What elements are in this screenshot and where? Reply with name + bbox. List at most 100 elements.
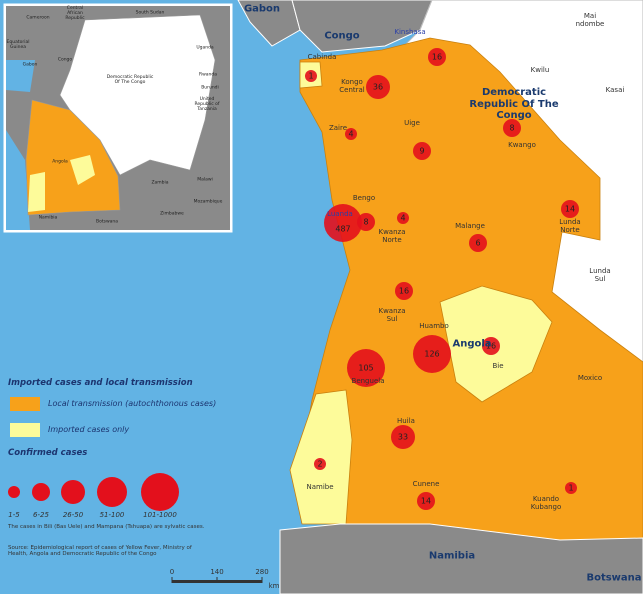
- place-label: Kwanza Sul: [378, 306, 406, 323]
- place-label: Kwilu: [530, 65, 550, 74]
- source: Source: Epidemiological report of cases …: [8, 545, 192, 557]
- place-label: Lunda Sul: [589, 266, 611, 283]
- inset-sea: [6, 130, 30, 230]
- scale-label: 0: [169, 567, 175, 576]
- case-bubble: [561, 200, 579, 218]
- case-bubble: [395, 282, 413, 300]
- inset-angola: [25, 99, 121, 216]
- place-label: Kasai: [605, 85, 625, 94]
- place-label: Cunene: [412, 479, 440, 488]
- place-label: Mai ndombe: [575, 11, 605, 28]
- inset-drc: [59, 14, 216, 176]
- place-label: Huambo: [419, 321, 449, 330]
- case-bubble: [345, 128, 357, 140]
- inset-imported: [70, 155, 95, 185]
- inset-sea: [6, 60, 35, 92]
- inset-label: Uganda: [196, 45, 214, 51]
- legend-bin-label: 51-100: [99, 510, 125, 519]
- inset-label: Burundi: [201, 85, 219, 91]
- legend-bin-label: 26-50: [62, 510, 84, 519]
- case-bubble: [324, 204, 362, 242]
- congo: [291, 0, 433, 53]
- case-count: 8: [509, 124, 514, 133]
- place-label: Malange: [455, 221, 485, 230]
- legend-bin-label: 6-25: [33, 510, 49, 519]
- case-bubble: [565, 482, 577, 494]
- place-label: Luanda: [327, 209, 353, 218]
- case-bubble: [413, 335, 451, 373]
- place-label: Huila: [397, 416, 415, 425]
- legend-bubble: [97, 477, 127, 507]
- inset-label: Central African Republic: [65, 6, 85, 22]
- inset-label: Malawi: [197, 177, 213, 183]
- legend-bin-label: 101-1000: [143, 510, 177, 519]
- place-label: Bie: [492, 361, 504, 370]
- scale-unit: km: [268, 581, 280, 590]
- inset-label: Rwanda: [198, 72, 218, 78]
- case-count: 6: [475, 239, 480, 248]
- case-bubble: [397, 212, 409, 224]
- legend-swatch: [10, 397, 40, 411]
- case-count: 4: [348, 130, 353, 139]
- inset-label: Democratic Republic Of The Congo: [106, 74, 154, 85]
- inset-label: Cameroon: [26, 15, 50, 21]
- case-bubble: [391, 425, 415, 449]
- case-bubble: [503, 119, 521, 137]
- place-label: Bengo: [352, 193, 376, 202]
- case-bubble: [469, 234, 487, 252]
- scale-label: 140: [210, 567, 224, 576]
- legend-bubble: [141, 473, 179, 511]
- inset-label: United Republic of Tanzania: [194, 97, 220, 113]
- case-count: 9: [419, 147, 424, 156]
- place-label: Kuando Kubango: [530, 494, 562, 511]
- case-count: 14: [421, 497, 431, 506]
- country-label: Namibia: [428, 550, 476, 562]
- inset-label: Angola: [52, 159, 68, 165]
- place-label: Lunda Norte: [559, 217, 581, 234]
- case-bubble: [366, 75, 390, 99]
- legend-bin-label: 1-5: [8, 510, 20, 519]
- case-bubble: [347, 349, 385, 387]
- inset-label: Zambia: [151, 180, 169, 186]
- case-count: 2: [317, 460, 322, 469]
- legend-swatch: [10, 423, 40, 437]
- case-count: 126: [424, 350, 439, 359]
- place-label: Kwanza Norte: [378, 227, 406, 244]
- inset-label: Mozambique: [193, 199, 223, 205]
- note: The cases in Bili (Bas Uele) and Mampana…: [8, 524, 205, 530]
- case-count: 1: [308, 72, 313, 81]
- inset-label: Gabon: [22, 62, 38, 68]
- country-label: Angola: [452, 338, 492, 350]
- legend-item: Imported cases only: [48, 425, 130, 434]
- country-label: Congo: [324, 30, 360, 42]
- case-count: 105: [358, 364, 373, 373]
- case-count: 487: [335, 225, 350, 234]
- inset-label: Equatorial Guinea: [6, 39, 30, 50]
- inset-label: Namibia: [38, 215, 58, 221]
- inset-label: Zimbabwe: [160, 211, 184, 217]
- scale-label: 280: [255, 567, 269, 576]
- case-bubble: [413, 142, 431, 160]
- case-bubble: [417, 492, 435, 510]
- country-label: Gabon: [243, 3, 281, 15]
- namibia: [279, 523, 643, 594]
- place-label: Cabinda: [307, 52, 337, 61]
- case-count: 4: [400, 214, 405, 223]
- legend-bubble: [61, 480, 85, 504]
- case-bubble: [305, 70, 317, 82]
- case-count: 16: [486, 342, 496, 351]
- case-bubble: [314, 458, 326, 470]
- legend-item: Local transmission (autochthonous cases): [48, 399, 217, 408]
- country-label: Democratic Republic Of The Congo: [469, 86, 559, 121]
- case-count: 33: [398, 433, 408, 442]
- place-label: Kongo Central: [339, 77, 365, 94]
- case-count: 8: [363, 218, 368, 227]
- inset: [3, 3, 233, 233]
- place-label: Namibe: [306, 482, 334, 491]
- legend-bubble: [32, 483, 50, 501]
- place-label: Benguela: [351, 376, 385, 385]
- case-count: 36: [373, 83, 383, 92]
- place-label: Kinshasa: [394, 27, 426, 36]
